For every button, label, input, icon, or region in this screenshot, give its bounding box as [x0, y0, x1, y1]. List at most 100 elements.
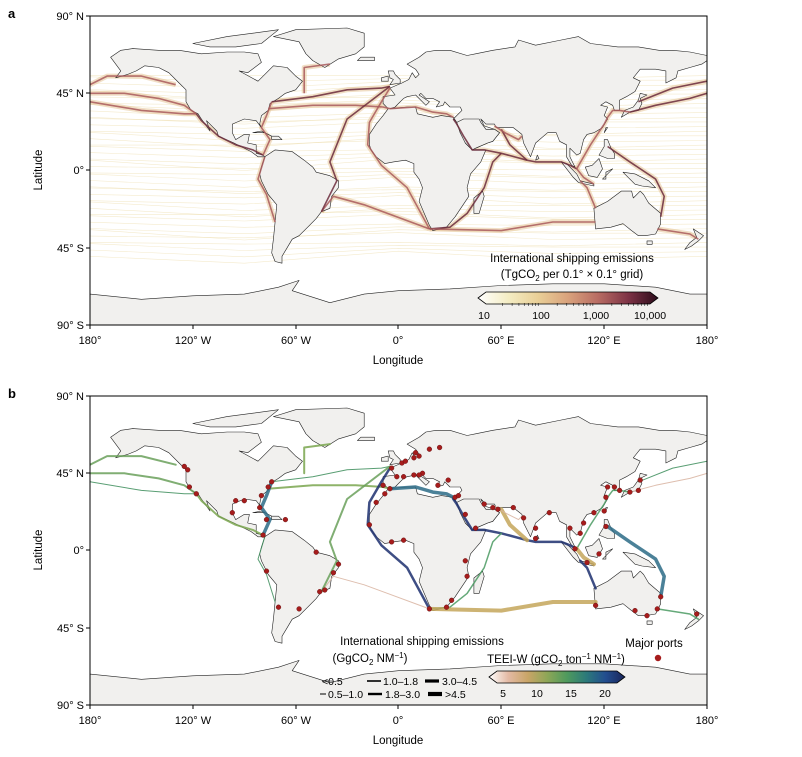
dense-route [576, 168, 595, 185]
dense-route [429, 221, 596, 232]
port-dot [520, 515, 527, 521]
port-dot [449, 597, 455, 603]
port-dot [186, 484, 193, 490]
port-dot [567, 525, 573, 531]
land-greenland [273, 27, 365, 68]
port-dot [572, 546, 578, 552]
port-dot [382, 491, 388, 497]
lat-tick-90n-b: 90° N [56, 391, 84, 403]
teei-tick-10: 10 [531, 688, 543, 700]
dense-route [638, 80, 707, 103]
major-ports-legend: Major ports [625, 638, 683, 662]
port-dot [401, 537, 407, 543]
port-dot [263, 517, 270, 523]
land-greenland [273, 407, 365, 448]
port-dot [269, 479, 275, 485]
port-dot [401, 474, 407, 480]
port-dot [443, 604, 450, 610]
port-dot [296, 606, 302, 612]
emissions-colorbar-legend: International shipping emissions (TgCO2 … [477, 253, 666, 322]
lon-tick-60e-b: 60° E [487, 715, 514, 727]
land-taiwan [603, 127, 608, 133]
port-dot [380, 482, 386, 488]
land-canadian-arctic [192, 29, 279, 48]
class-label-05-1: 0.5–1.0 [328, 689, 363, 701]
faint-route [90, 243, 707, 251]
legend-a-title-line1: International shipping emissions [490, 253, 654, 265]
port-dot [185, 467, 191, 473]
port-dot [282, 517, 289, 523]
dense-route [366, 87, 431, 230]
lat-tick-0-b: 0° [73, 545, 84, 557]
port-dot [445, 477, 451, 483]
faint-route [90, 170, 707, 177]
shipping-route [267, 484, 391, 490]
emissions-class-legend: International shipping emissions (GgCO2 … [320, 636, 504, 701]
port-dot [394, 474, 400, 480]
colorbar-a [477, 291, 659, 305]
port-dot [654, 606, 660, 612]
port-dot [603, 494, 609, 500]
teei-colorbar-legend: TEEI-W (gCO2 ton−1 NM−1) 5 10 15 20 [487, 652, 626, 700]
faint-route [90, 226, 707, 235]
lon-tick-180e: 180° [696, 335, 719, 347]
lat-tick-0: 0° [73, 165, 84, 177]
port-dot [584, 559, 590, 566]
teei-legend-title: TEEI-W (gCO2 ton−1 NM−1) [487, 652, 625, 668]
port-dot [373, 499, 379, 506]
faint-route [90, 166, 707, 171]
land-sulawesi [602, 168, 614, 180]
class-label-lt05: <0.5 [322, 676, 343, 688]
port-dot [604, 484, 611, 490]
legend-b-title-line2: (GgCO2 NM−1) [333, 651, 408, 667]
port-dot [258, 492, 265, 499]
port-dot [437, 444, 443, 451]
faint-route [90, 247, 707, 258]
dense-route [389, 106, 454, 119]
land-canadian-arctic [192, 409, 279, 428]
shipping-route [90, 455, 177, 466]
landmasses-a [90, 27, 707, 325]
dense-route [257, 156, 276, 223]
panel-a-letter: a [8, 6, 16, 21]
port-dot [462, 558, 468, 564]
land-sulawesi [602, 548, 614, 560]
port-dot [601, 508, 607, 514]
land-south-america [259, 149, 339, 264]
lat-tick-45s: 45° S [57, 243, 84, 255]
land-iceland [357, 56, 375, 61]
teei-tick-20: 20 [599, 688, 611, 700]
major-ports-label: Major ports [625, 638, 683, 650]
dense-route [494, 125, 523, 141]
lon-axis-a: 180° 120° W 60° W 0° 60° E 120° E 180° [79, 325, 719, 347]
port-dot [611, 484, 618, 490]
port-dot [389, 465, 395, 471]
faint-route [90, 232, 707, 240]
port-dot [532, 535, 539, 542]
port-dot [603, 523, 609, 530]
lon-tick-0-b: 0° [393, 715, 404, 727]
port-dot [411, 455, 417, 461]
land-hispaniola [271, 135, 283, 140]
teei-tick-5: 5 [500, 688, 506, 700]
colorbar-a-tick-10: 10 [478, 310, 490, 322]
dense-route [320, 195, 430, 230]
dense-route [579, 180, 597, 209]
land-new-guinea [622, 551, 656, 568]
lon-tick-0: 0° [393, 335, 404, 347]
land-hispaniola [271, 515, 283, 520]
port-dot [413, 450, 419, 456]
port-dot [181, 463, 187, 470]
port-dot [275, 604, 282, 610]
faint-route [90, 250, 707, 264]
dense-route [271, 85, 391, 103]
lon-tick-60w-b: 60° W [281, 715, 312, 727]
shipping-route [90, 481, 197, 495]
port-dot [591, 510, 597, 516]
port-dot [411, 472, 417, 478]
port-dot [644, 613, 650, 619]
lat-tick-90n: 90° N [56, 11, 84, 23]
port-dot [233, 498, 239, 504]
panel-a-map: 90° N 45° N 0° 45° S 90° S 180° 120° W 6… [33, 11, 719, 367]
land-borneo [584, 158, 603, 178]
